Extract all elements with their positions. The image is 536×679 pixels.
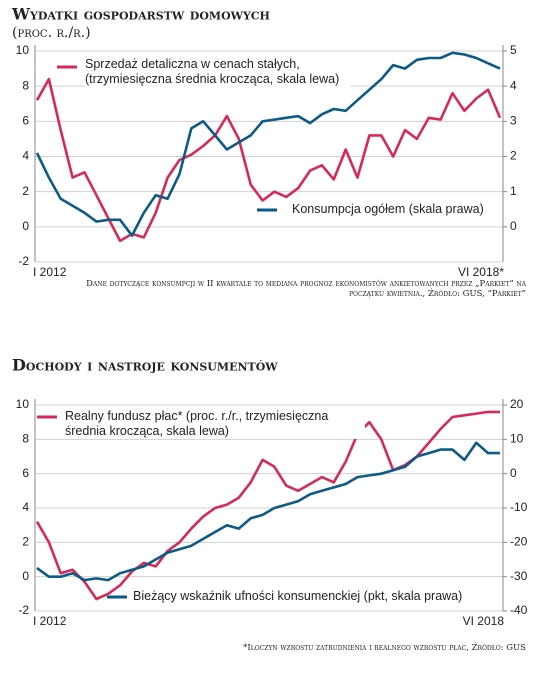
y-tick-label: 6 xyxy=(22,114,29,128)
y-tick-label: 4 xyxy=(22,149,29,163)
y2-tick-label: 20 xyxy=(510,397,524,411)
y-tick-label: 6 xyxy=(22,466,29,480)
legend-label: Konsumpcja ogółem (skala prawa) xyxy=(292,202,484,217)
series-line xyxy=(36,441,500,582)
y-tick-label: 2 xyxy=(22,535,29,549)
y2-tick-label: -30 xyxy=(510,569,528,583)
y-tick-label: 2 xyxy=(22,184,29,198)
y-tick-label: 0 xyxy=(22,219,29,233)
y-tick-label: 10 xyxy=(16,397,30,411)
series-line xyxy=(35,410,500,601)
y2-tick-label: 3 xyxy=(510,114,517,128)
series-line xyxy=(35,77,502,243)
legend-label: Sprzedaż detaliczna w cenach stałych, (t… xyxy=(85,57,350,87)
y2-tick-label: 0 xyxy=(510,466,517,480)
y2-tick-label: 4 xyxy=(510,78,517,92)
y2-tick-label: -40 xyxy=(510,603,528,617)
y2-tick-label: 0 xyxy=(510,219,517,233)
chart-note: Dane dotyczące konsumpcji w II kwartale … xyxy=(86,279,526,299)
y2-tick-label: -20 xyxy=(510,535,528,549)
y-tick-label: -2 xyxy=(18,603,29,617)
chart-title: Dochody i nastroje konsumentów xyxy=(12,356,278,375)
x-tick-label: I 2012 xyxy=(33,614,67,628)
y-tick-label: 0 xyxy=(22,569,29,583)
x-tick-label: I 2012 xyxy=(33,265,67,279)
y2-tick-label: 1 xyxy=(510,184,517,198)
y-tick-label: -2 xyxy=(18,254,29,268)
chart-note: *Iloczyn wzrostu zatrudnienia i realnego… xyxy=(243,643,526,653)
y-tick-label: 8 xyxy=(22,432,29,446)
y2-tick-label: 2 xyxy=(510,149,517,163)
legend-label: Realny fundusz płac* (proc. r./r., trzym… xyxy=(65,409,365,439)
chart-title: Wydatki gospodarstw domowych xyxy=(11,5,270,24)
y2-tick-label: 5 xyxy=(510,43,517,57)
y-tick-label: 4 xyxy=(22,500,29,514)
y-tick-label: 10 xyxy=(16,43,30,57)
chart-subtitle: (proc. r./r.) xyxy=(12,25,91,41)
x-tick-label: VI 2018* xyxy=(458,265,504,279)
y-tick-label: 8 xyxy=(22,78,29,92)
y2-tick-label: 10 xyxy=(510,432,524,446)
series-line xyxy=(35,51,501,237)
legend-label: Bieżący wskaźnik ufności konsumenckiej (… xyxy=(133,589,463,604)
x-tick-label: VI 2018 xyxy=(463,614,505,628)
y2-tick-label: -10 xyxy=(510,500,528,514)
